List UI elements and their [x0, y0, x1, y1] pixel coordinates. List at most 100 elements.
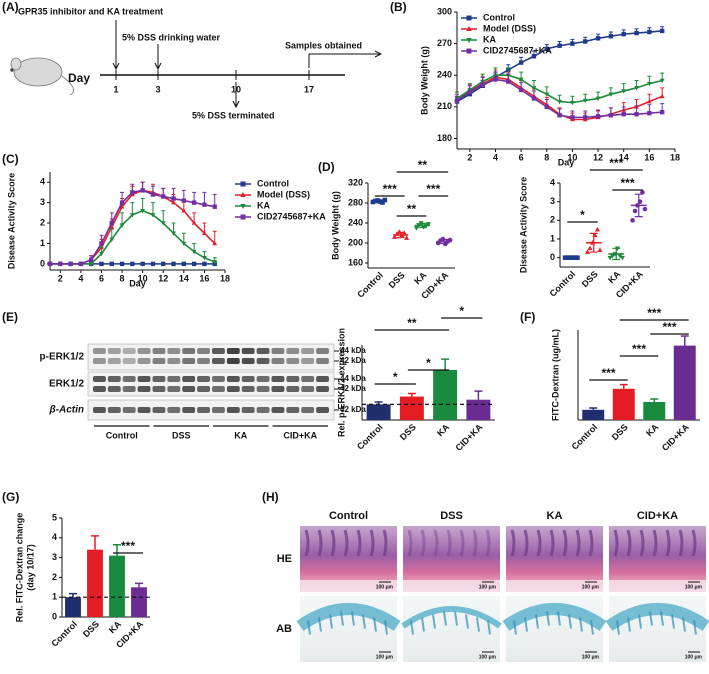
x-tick-label: 18	[220, 273, 230, 283]
blot-band	[152, 358, 166, 364]
data-point	[608, 34, 614, 39]
blot-band	[212, 407, 225, 413]
data-point	[570, 41, 575, 46]
data-point	[78, 261, 84, 267]
x-tick-label: Control	[355, 422, 385, 452]
data-point	[634, 112, 639, 117]
blot-band	[182, 348, 196, 354]
y-tick-label: 0	[550, 252, 555, 262]
ab-goblet	[693, 620, 697, 635]
he-crypt	[459, 529, 465, 557]
x-tick-label: 2	[58, 273, 63, 283]
data-point	[589, 239, 596, 245]
data-point	[191, 261, 197, 267]
x-tick-label: 12	[593, 152, 603, 162]
significance-label: **	[407, 202, 417, 216]
y-tick-label: 3	[550, 196, 555, 206]
data-point	[506, 79, 511, 84]
blot-band	[301, 386, 315, 392]
x-tick-label: DSS	[81, 619, 101, 639]
blot-band	[107, 386, 121, 392]
he-crypt	[330, 529, 336, 557]
data-point	[181, 208, 187, 213]
mouse-icon	[10, 57, 74, 96]
data-point	[572, 255, 578, 260]
scale-label: 100 μm	[582, 654, 600, 660]
data-point	[202, 261, 207, 267]
data-point	[202, 202, 207, 207]
data-point	[171, 261, 176, 267]
blot-band	[107, 376, 121, 382]
significance-label: ***	[662, 320, 676, 334]
y-tick-label: 240	[348, 217, 363, 227]
bar	[366, 404, 391, 420]
data-point	[130, 261, 135, 267]
data-point	[161, 261, 166, 267]
blot-band	[167, 358, 181, 364]
data-point	[119, 204, 125, 209]
blot-band	[212, 358, 225, 364]
data-point	[557, 43, 562, 48]
bar	[612, 388, 635, 420]
x-tick-label: 2	[467, 152, 472, 162]
y-axis-label: FITC-Dextran (ug/mL)	[550, 329, 560, 421]
y-tick-label: 3	[40, 197, 45, 207]
data-point	[518, 60, 524, 65]
data-point	[119, 261, 125, 267]
data-point	[109, 224, 115, 229]
data-point	[587, 245, 593, 251]
blot-band	[93, 358, 106, 364]
blot-band	[152, 386, 166, 392]
blot-band	[182, 376, 196, 382]
error-bar	[589, 407, 598, 410]
data-point	[610, 253, 616, 259]
y-tick-label: 5	[52, 512, 57, 522]
y-axis-label: (day 10/17)	[25, 544, 35, 591]
significance-label: ***	[121, 539, 135, 553]
he-crypt	[343, 529, 349, 557]
x-tick-label: Control	[355, 270, 385, 300]
blot-band	[256, 386, 270, 392]
data-point	[129, 213, 135, 218]
panel-label: (C)	[2, 152, 19, 166]
y-axis-label: Body Weight (g)	[419, 46, 429, 115]
histology-column-label: DSS	[440, 510, 463, 522]
x-tick-label: Control	[570, 422, 600, 452]
blot-band	[197, 358, 210, 364]
y-tick-label: 2	[52, 572, 57, 582]
he-crypt	[588, 529, 594, 557]
legend-marker	[240, 192, 246, 197]
blot-band	[137, 358, 151, 364]
he-crypt	[407, 529, 413, 557]
y-axis-label: Disease Activity Score	[6, 173, 16, 269]
panel-label: (G)	[2, 490, 19, 504]
data-point	[150, 213, 156, 218]
he-crypt	[639, 529, 645, 557]
error-bar	[150, 202, 155, 215]
he-crypt	[317, 529, 323, 557]
blot-band	[152, 376, 166, 382]
bar	[399, 396, 424, 420]
size-label: 44 kDa	[340, 346, 366, 355]
data-point	[646, 81, 652, 87]
ab-mucosa	[605, 603, 709, 631]
ab-goblet	[590, 620, 594, 635]
data-point	[585, 249, 591, 254]
blot-band	[241, 407, 255, 413]
data-point	[642, 206, 648, 212]
data-point	[380, 200, 385, 205]
data-point	[58, 261, 63, 267]
he-crypt	[369, 529, 375, 557]
data-point	[647, 110, 652, 116]
bar	[643, 402, 666, 420]
timeline-day: Day	[68, 71, 90, 85]
ab-goblet	[513, 620, 517, 635]
blot-band	[271, 407, 285, 413]
error-bar	[140, 198, 145, 211]
significance-label: ***	[383, 182, 397, 196]
data-point	[140, 209, 146, 214]
ab-mucosa	[502, 603, 607, 631]
data-point	[635, 203, 640, 208]
size-label: 42 kDa	[340, 405, 366, 414]
y-tick-label: 0	[52, 611, 57, 621]
